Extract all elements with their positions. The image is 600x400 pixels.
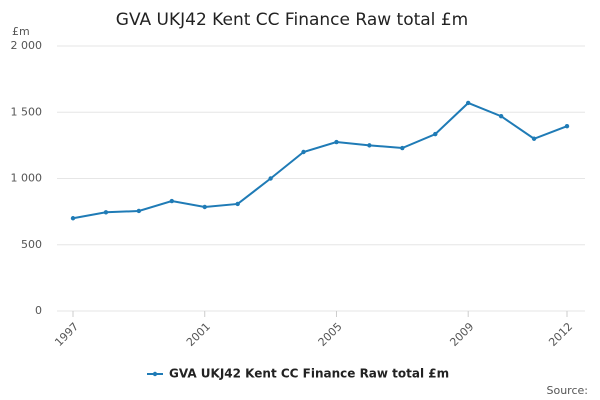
x-tick-label: 2009 <box>447 320 476 349</box>
point <box>367 143 372 148</box>
source: Source: <box>547 384 589 397</box>
point <box>70 216 76 221</box>
y-axis-label: £m <box>12 25 30 38</box>
point <box>334 139 339 145</box>
point <box>169 198 174 204</box>
series-line <box>72 101 568 220</box>
point <box>433 131 438 137</box>
point <box>301 149 306 155</box>
point <box>103 210 109 215</box>
point <box>268 176 273 181</box>
y-tick-label: 1 500 <box>11 105 43 118</box>
point <box>235 201 240 207</box>
x-tick-label: 2012 <box>546 320 575 349</box>
y-tick-label: 2 000 <box>11 39 43 52</box>
point <box>564 123 570 129</box>
point <box>400 145 405 151</box>
point <box>466 100 471 106</box>
y-tick-label: 0 <box>35 304 42 317</box>
legend-label: GVA UKJ42 Kent CC Finance Raw total £m <box>169 367 449 381</box>
x-tick-label: 2005 <box>316 320 345 349</box>
x-tick-label: 2001 <box>184 320 213 349</box>
x-tick-label: 1997 <box>52 320 81 349</box>
point <box>531 136 537 141</box>
point <box>202 204 207 210</box>
chart-title: GVA UKJ42 Kent CC Finance Raw total £m <box>116 10 468 30</box>
y-tick-label: 1 000 <box>11 172 43 185</box>
y-tick-label: 500 <box>21 238 42 251</box>
point <box>498 114 504 119</box>
point <box>136 208 142 214</box>
legend-marker <box>152 371 158 377</box>
